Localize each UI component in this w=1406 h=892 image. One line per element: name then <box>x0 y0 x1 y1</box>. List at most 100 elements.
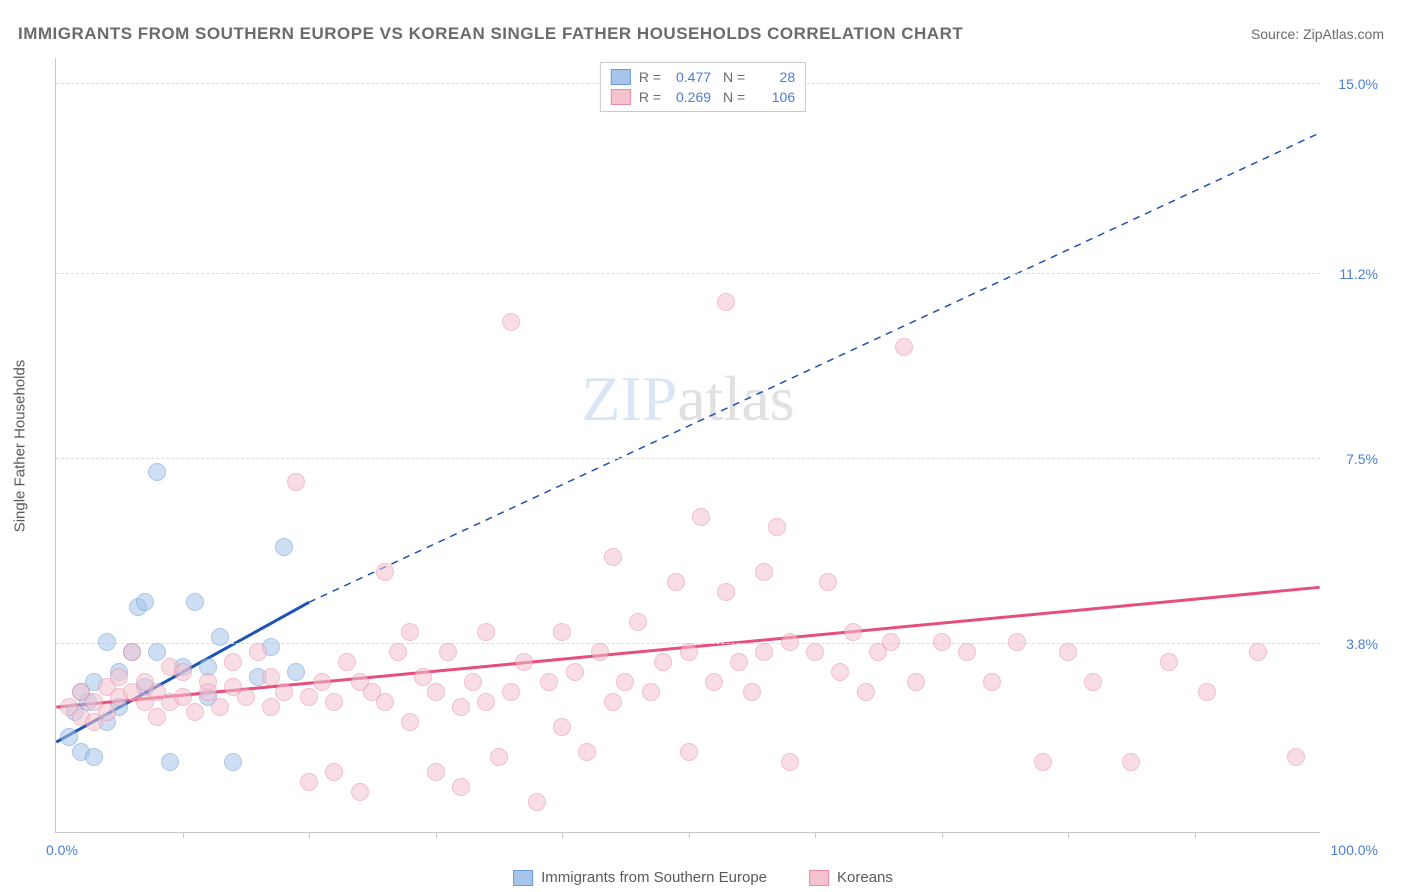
chart-source: Source: ZipAtlas.com <box>1251 26 1384 42</box>
scatter-point <box>490 748 508 766</box>
scatter-point <box>414 668 432 686</box>
scatter-point <box>578 743 596 761</box>
scatter-point <box>629 613 647 631</box>
scatter-point <box>401 623 419 641</box>
scatter-point <box>452 778 470 796</box>
scatter-point <box>730 653 748 671</box>
scatter-point <box>907 673 925 691</box>
scatter-point <box>958 643 976 661</box>
scatter-point <box>98 633 116 651</box>
scatter-point <box>692 508 710 526</box>
scatter-point <box>389 643 407 661</box>
scatter-point <box>376 693 394 711</box>
scatter-point <box>351 783 369 801</box>
legend-item-1: Immigrants from Southern Europe <box>513 869 767 886</box>
scatter-point <box>591 643 609 661</box>
scatter-point <box>123 643 141 661</box>
scatter-point <box>1059 643 1077 661</box>
legend-label-1: Immigrants from Southern Europe <box>541 869 767 886</box>
scatter-point <box>376 563 394 581</box>
scatter-point <box>148 643 166 661</box>
scatter-point <box>806 643 824 661</box>
x-tick <box>1195 832 1196 838</box>
scatter-point <box>781 633 799 651</box>
scatter-point <box>1249 643 1267 661</box>
bottom-legend: Immigrants from Southern Europe Koreans <box>513 869 893 886</box>
scatter-point <box>781 753 799 771</box>
stats-row-2: R =0.269 N =106 <box>611 87 795 107</box>
scatter-point <box>515 653 533 671</box>
scatter-point <box>452 698 470 716</box>
scatter-point <box>186 593 204 611</box>
scatter-point <box>401 713 419 731</box>
scatter-point <box>768 518 786 536</box>
scatter-point <box>717 293 735 311</box>
scatter-point <box>98 703 116 721</box>
scatter-point <box>566 663 584 681</box>
scatter-point <box>275 538 293 556</box>
swatch-bottom-2 <box>809 870 829 886</box>
scatter-point <box>477 623 495 641</box>
swatch-series-1 <box>611 69 631 85</box>
scatter-point <box>287 473 305 491</box>
x-tick <box>942 832 943 838</box>
scatter-point <box>249 643 267 661</box>
scatter-point <box>287 663 305 681</box>
scatter-point <box>174 688 192 706</box>
swatch-bottom-1 <box>513 870 533 886</box>
stats-legend: R =0.477 N =28 R =0.269 N =106 <box>600 62 806 112</box>
x-tick <box>562 832 563 838</box>
scatter-point <box>933 633 951 651</box>
scatter-point <box>199 683 217 701</box>
scatter-point <box>502 683 520 701</box>
scatter-point <box>1008 633 1026 651</box>
scatter-point <box>604 548 622 566</box>
scatter-point <box>502 313 520 331</box>
scatter-point <box>1287 748 1305 766</box>
swatch-series-2 <box>611 89 631 105</box>
y-tick-label: 7.5% <box>1346 451 1378 467</box>
scatter-point <box>427 683 445 701</box>
scatter-point <box>211 628 229 646</box>
scatter-point <box>148 463 166 481</box>
scatter-point <box>1160 653 1178 671</box>
scatter-point <box>654 653 672 671</box>
scatter-point <box>110 668 128 686</box>
scatter-point <box>427 763 445 781</box>
scatter-point <box>136 593 154 611</box>
y-tick-label: 11.2% <box>1339 266 1378 282</box>
scatter-point <box>553 718 571 736</box>
x-tick <box>183 832 184 838</box>
scatter-point <box>844 623 862 641</box>
scatter-point <box>604 693 622 711</box>
scatter-point <box>224 753 242 771</box>
plot-area: ZIPatlas 0.0% 100.0% 3.8%7.5%11.2%15.0% <box>55 58 1320 833</box>
scatter-point <box>224 653 242 671</box>
scatter-point <box>300 773 318 791</box>
scatter-point <box>174 663 192 681</box>
scatter-point <box>85 748 103 766</box>
scatter-point <box>1034 753 1052 771</box>
scatter-point <box>161 753 179 771</box>
scatter-point <box>325 763 343 781</box>
scatter-point <box>705 673 723 691</box>
x-tick <box>436 832 437 838</box>
scatter-point <box>755 563 773 581</box>
scatter-point <box>439 643 457 661</box>
scatter-point <box>300 688 318 706</box>
legend-item-2: Koreans <box>809 869 893 886</box>
scatter-point <box>616 673 634 691</box>
scatter-point <box>667 573 685 591</box>
x-tick <box>309 832 310 838</box>
scatter-point <box>313 673 331 691</box>
scatter-point <box>262 698 280 716</box>
scatter-point <box>528 793 546 811</box>
y-tick-label: 3.8% <box>1346 636 1378 652</box>
scatter-point <box>553 623 571 641</box>
watermark: ZIPatlas <box>581 362 794 436</box>
stats-row-1: R =0.477 N =28 <box>611 67 795 87</box>
scatter-point <box>1122 753 1140 771</box>
scatter-point <box>325 693 343 711</box>
grid-line: 7.5% <box>56 458 1320 459</box>
scatter-point <box>186 703 204 721</box>
